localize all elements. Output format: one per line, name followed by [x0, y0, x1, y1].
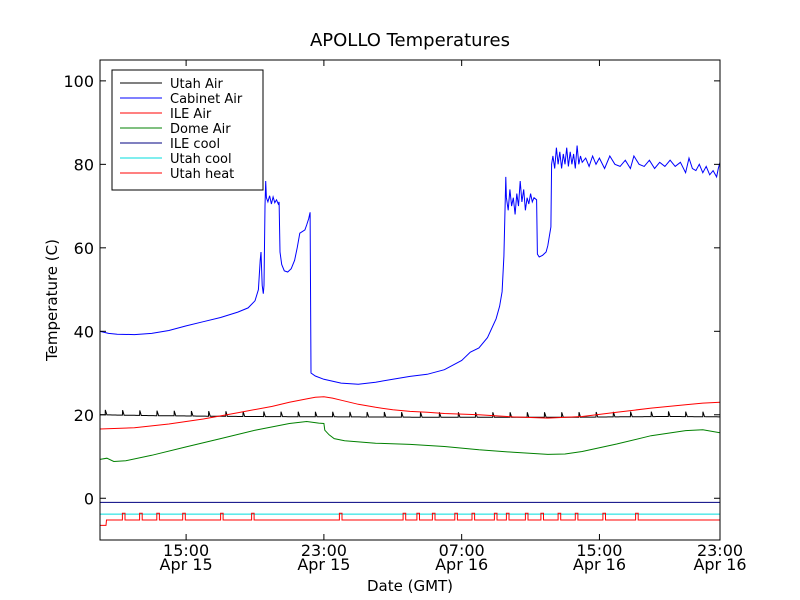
x-axis-label: Date (GMT): [367, 577, 453, 595]
series-line-dome-air: [100, 420, 720, 463]
legend-label-utah-cool: Utah cool: [170, 152, 232, 167]
x-tick-time: 23:00: [301, 541, 347, 560]
y-tick-label: 100: [63, 72, 94, 91]
legend-label-utah-air: Utah Air: [170, 77, 223, 92]
series-line-utah-air: [100, 409, 720, 418]
x-tick-date: Apr 16: [693, 555, 746, 574]
x-tick-date: Apr 16: [573, 555, 626, 574]
legend-label-utah-heat: Utah heat: [170, 167, 234, 182]
y-tick-label: 20: [74, 406, 94, 425]
y-axis: 0 20 40 60 80 100: [63, 72, 720, 508]
legend-frame: [111, 69, 264, 191]
series-layer: [100, 145, 720, 526]
legend-label-dome-air: Dome Air: [170, 122, 231, 137]
y-tick-label: 60: [74, 239, 94, 258]
x-tick-date: Apr 15: [160, 555, 213, 574]
series-line-utah-heat: [100, 512, 720, 526]
y-tick-label: 80: [74, 155, 94, 174]
x-tick-time: 15:00: [163, 541, 209, 560]
legend-label-ile-air: ILE Air: [170, 107, 212, 122]
series-line-ile-air: [100, 396, 720, 430]
x-tick-date: Apr 15: [297, 555, 350, 574]
x-tick-date: Apr 16: [435, 555, 488, 574]
x-tick-time: 15:00: [576, 541, 622, 560]
chart-title: APOLLO Temperatures: [310, 30, 510, 51]
legend-label-ile-cool: ILE cool: [170, 137, 220, 152]
series-line-cabinet-air: [100, 145, 720, 385]
x-tick-time: 07:00: [439, 541, 485, 560]
x-tick-time: 23:00: [697, 541, 743, 560]
plot-frame: [99, 59, 721, 541]
y-tick-label: 40: [74, 322, 94, 341]
y-tick-label: 0: [84, 489, 94, 508]
y-axis-label: Temperature (C): [43, 239, 61, 362]
legend-label-cabinet-air: Cabinet Air: [170, 92, 243, 107]
